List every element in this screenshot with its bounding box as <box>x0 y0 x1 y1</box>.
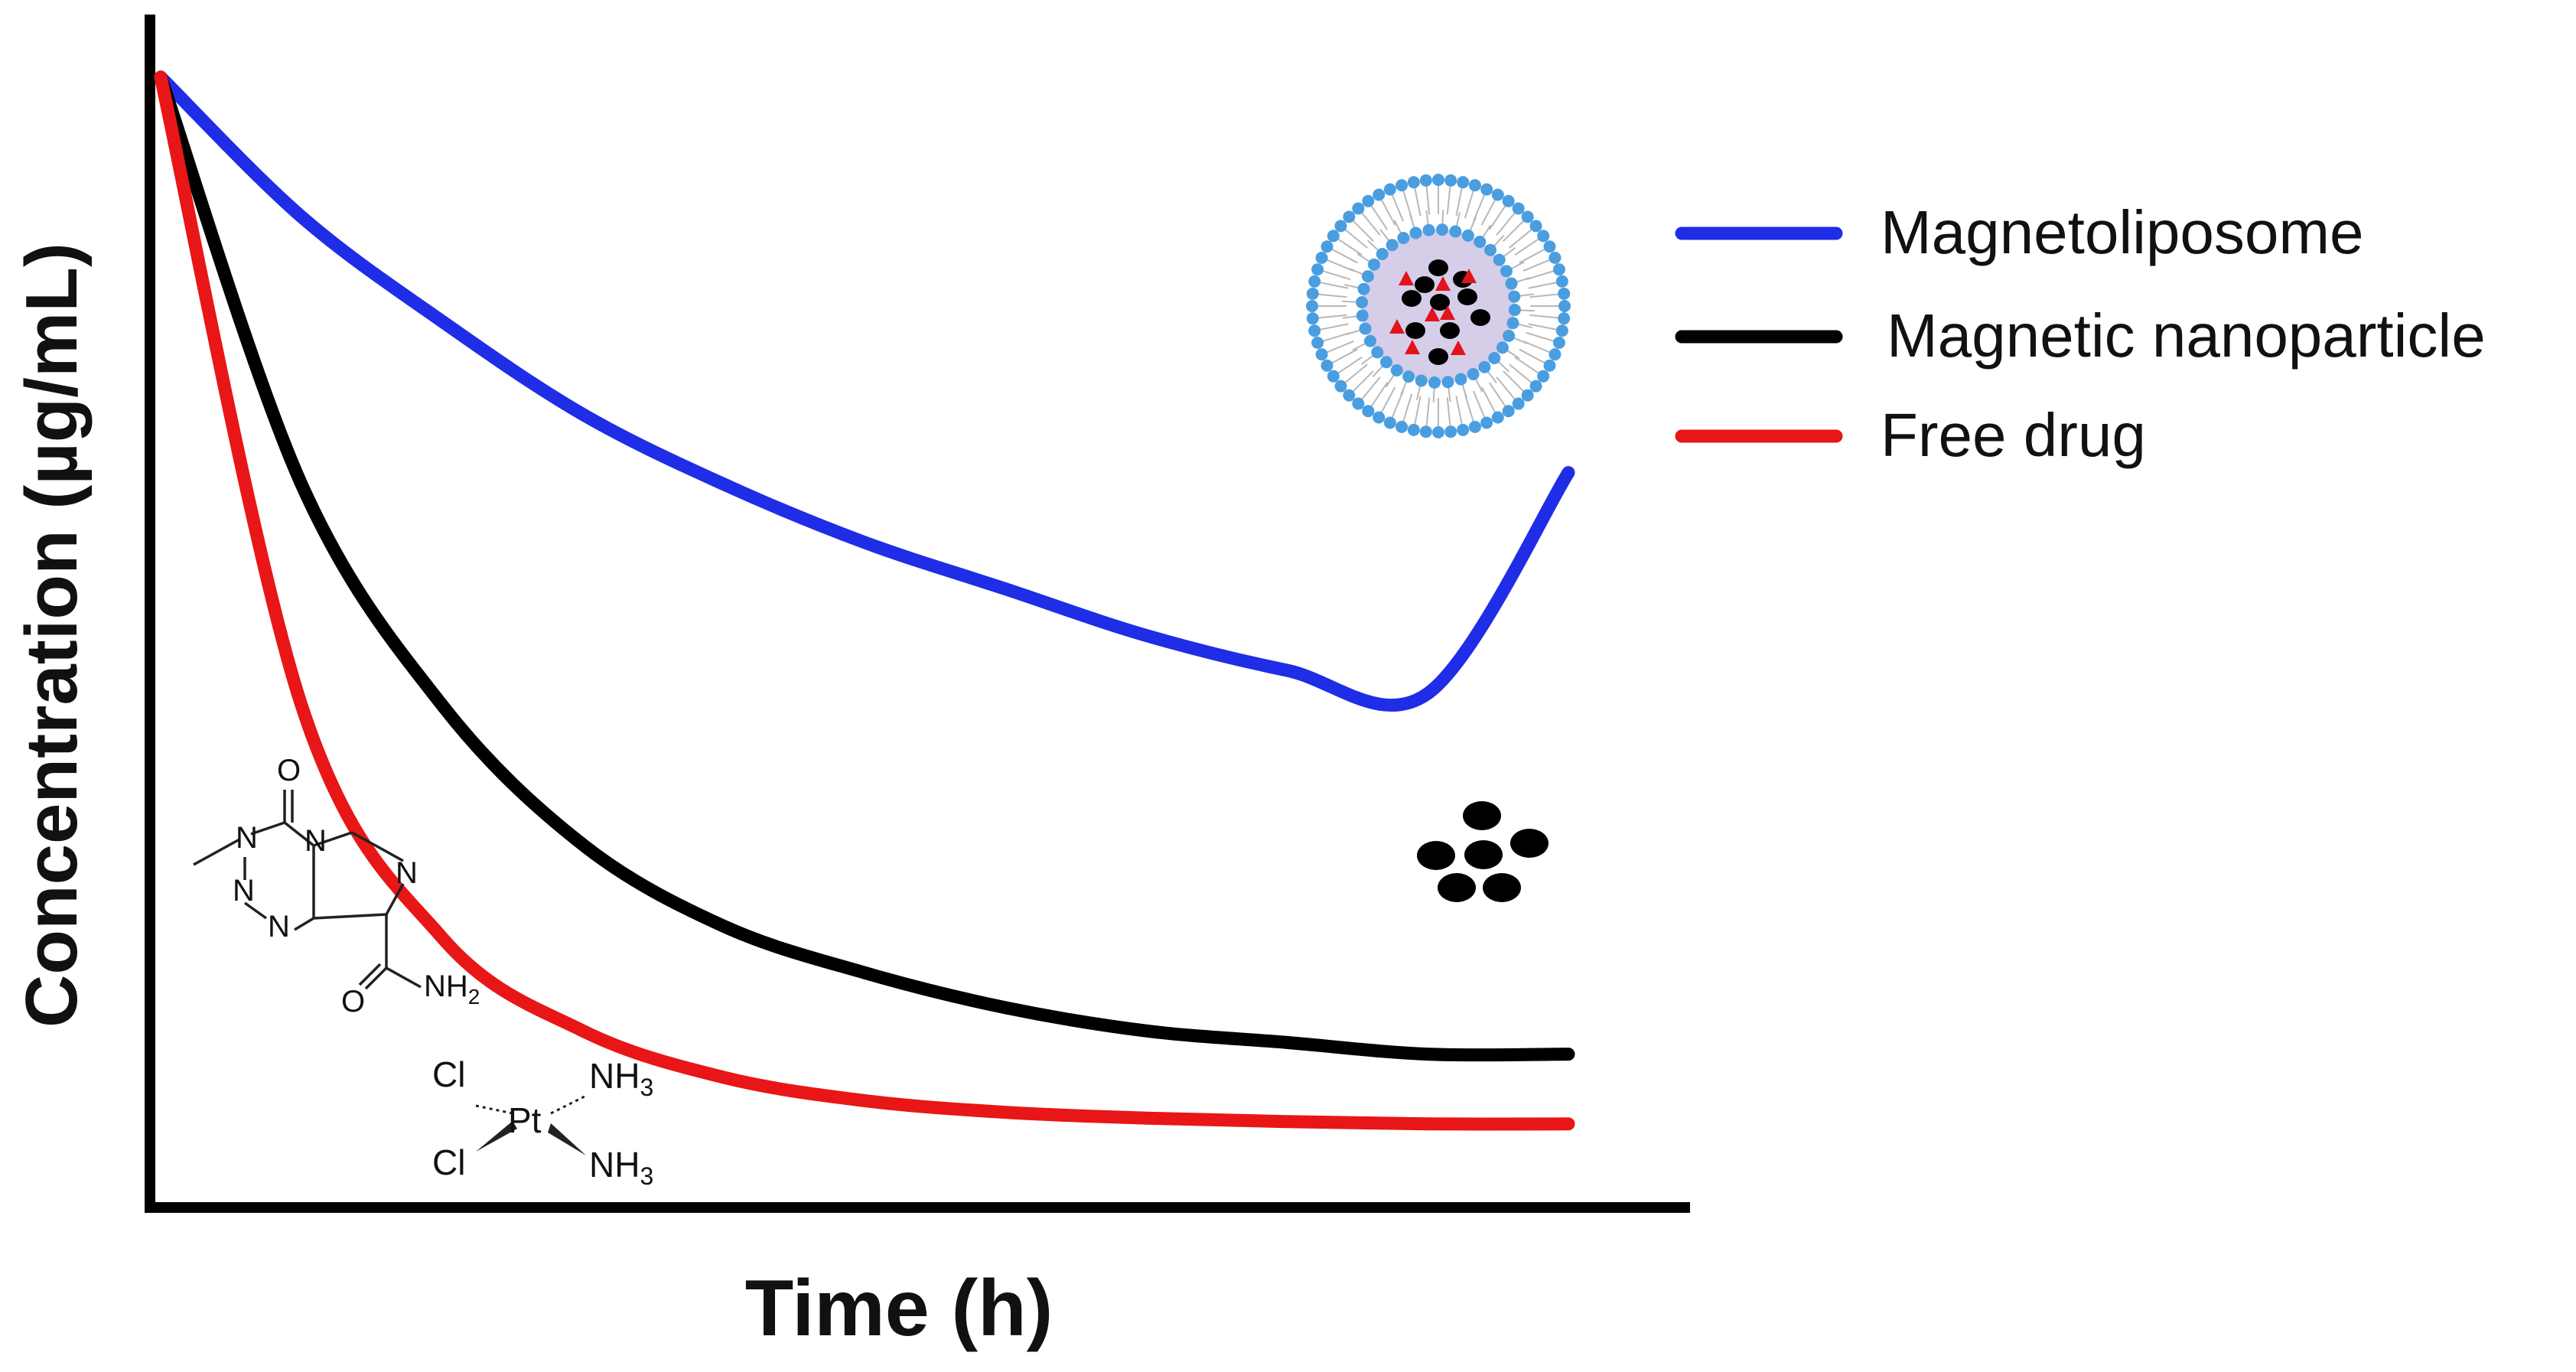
nanoparticle-cluster-icon <box>1417 801 1549 902</box>
tmz-n3: N <box>268 910 290 943</box>
legend: Magnetoliposome Magnetic nanoparticle Free… <box>1675 198 2486 469</box>
magnetoliposome-icon <box>1306 174 1571 438</box>
legend-label-magnetoliposome: Magnetoliposome <box>1881 198 2363 266</box>
legend-label-free-drug: Free drug <box>1881 401 2146 469</box>
series-line-free-drug <box>154 70 1575 1131</box>
series-layer <box>154 70 1575 1131</box>
temozolomide-structure <box>193 790 422 990</box>
tmz-o-top: O <box>277 754 301 787</box>
tmz-n5: N <box>396 856 418 890</box>
cisplatin-cl-top: Cl <box>432 1054 465 1094</box>
tmz-n2: N <box>233 874 255 908</box>
cisplatin-structure <box>475 1094 587 1155</box>
legend-label-magnetic-nanoparticle: Magnetic nanoparticle <box>1887 301 2486 370</box>
cisplatin-cl-bottom: Cl <box>432 1142 465 1182</box>
x-axis-title: Time (h) <box>745 1264 1054 1353</box>
cisplatin-pt: Pt <box>508 1100 542 1140</box>
series-line-magnetic-nanoparticle <box>154 70 1575 1062</box>
y-axis-title: Concentration (µg/mL) <box>11 243 93 1028</box>
cisplatin-nh3-top: NH3 <box>589 1056 653 1101</box>
series-line-magnetoliposome <box>154 70 1575 712</box>
tmz-nh2: NH2 <box>424 970 480 1009</box>
tmz-n1: N <box>236 821 258 855</box>
cisplatin-nh3-bottom: NH3 <box>589 1145 653 1190</box>
tmz-o-bottom: O <box>341 985 365 1018</box>
tmz-n4: N <box>304 824 327 858</box>
